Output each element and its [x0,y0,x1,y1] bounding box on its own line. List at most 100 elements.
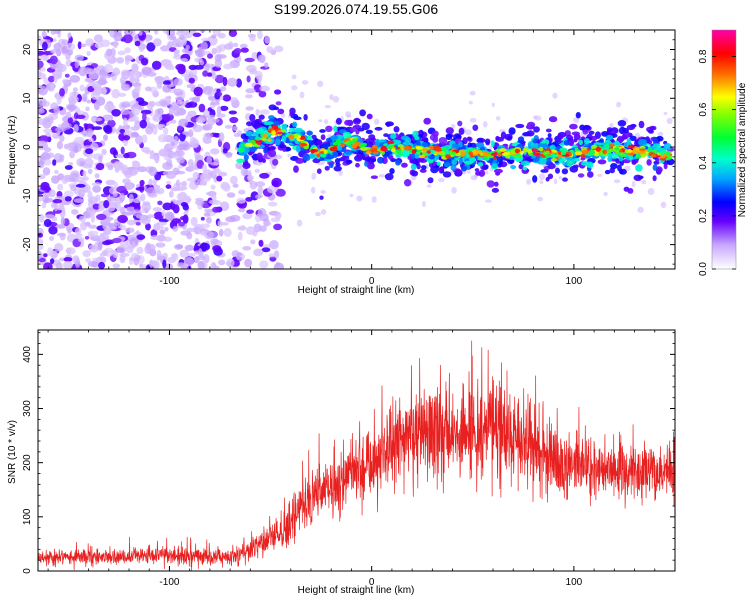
ridge-point [665,157,671,161]
noise-point [239,43,248,49]
noise-point [88,199,94,209]
noise-point [89,244,97,250]
noise-point [647,188,655,195]
noise-point [138,101,149,106]
noise-point [110,71,117,81]
ridge-point [514,148,521,154]
noise-point [258,239,264,247]
ridge-point [548,137,553,143]
noise-point [139,179,145,186]
ridge-point [362,156,367,161]
noise-point [84,236,90,240]
noise-point [485,199,492,203]
ridge-point [474,168,480,172]
noise-point [92,185,101,193]
noise-point [226,192,236,198]
ridge-point [383,143,388,147]
noise-point [64,165,73,170]
noise-point [48,189,56,198]
noise-point [246,75,251,83]
noise-point [62,79,68,84]
ridge-point [445,134,453,141]
noise-point [296,219,303,227]
colorbar-gradient [712,30,736,269]
noise-point [223,63,234,70]
noise-point [117,50,126,56]
noise-point [204,230,215,240]
ridge-point [532,175,538,183]
colorbar-ticks: 0.0 0.2 0.4 0.6 0.8 [698,49,736,276]
noise-point [123,152,130,159]
spectrogram-x-ticks: -100 0 100 [47,30,656,287]
noise-point [53,105,60,114]
noise-point [199,242,211,251]
noise-point [175,105,180,112]
ridge-point [599,138,604,143]
noise-point [264,62,269,69]
noise-point [87,168,93,174]
noise-point [87,230,99,236]
noise-point [152,125,158,135]
ridge-point [264,121,274,126]
ridge-point [538,146,544,152]
noise-point [133,258,140,266]
ridge-point [647,139,653,145]
noise-point [71,209,79,215]
noise-point [175,170,186,175]
noise-point [466,170,471,174]
noise-point [196,255,206,260]
noise-point [451,123,456,129]
noise-point [151,60,162,70]
noise-point [111,88,120,99]
noise-point [42,167,51,176]
noise-point [75,233,83,238]
noise-point [91,257,102,262]
noise-point [107,119,116,128]
ridge-point [580,154,586,159]
ridge-point [560,142,565,147]
ridge-point [484,138,491,145]
ridge-point [386,151,393,155]
ridge-point [574,151,583,156]
noise-point [148,178,153,186]
noise-point [129,69,141,79]
colorbar-tick-label: 0.0 [698,262,709,276]
noise-point [230,175,238,185]
noise-point [182,203,189,211]
noise-point [216,105,222,116]
ridge-point [604,169,611,175]
ridge-point [418,154,426,159]
colorbar-frame [711,29,737,270]
ridge-point [556,134,564,141]
noise-point [232,125,238,131]
ridge-point [638,139,647,146]
noise-point [193,86,203,97]
noise-point [301,80,309,85]
noise-point [537,196,544,202]
ridge-point [383,133,389,138]
noise-point [378,174,385,178]
noise-point [201,37,210,42]
ridge-point [527,148,533,154]
spectrogram-y-ticks: 20 10 0 -10 -20 [22,29,675,265]
noise-point [465,129,472,136]
snr-panel: -100 0 100 0 100 200 300 400 Height of straigh… [7,329,676,596]
noise-point [177,164,183,169]
noise-point [57,183,64,191]
noise-point [101,148,107,155]
noise-point [225,152,233,158]
ridge-point [411,149,417,154]
noise-point [94,173,100,179]
ridge-point [434,147,442,152]
noise-point [145,125,154,135]
noise-point [140,209,145,214]
ridge-point [421,165,427,170]
noise-point [187,110,197,117]
noise-point [66,247,76,255]
ridge-point [560,150,567,156]
noise-point [267,201,278,207]
noise-point [199,30,206,33]
noise-point [212,118,220,123]
ridge-point [395,149,402,154]
